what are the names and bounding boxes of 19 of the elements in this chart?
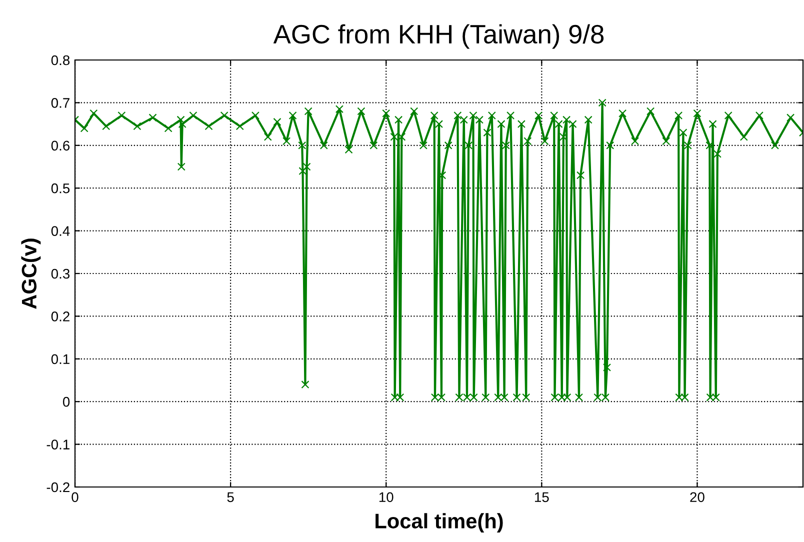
chart-title: AGC from KHH (Taiwan) 9/8 [273, 24, 604, 49]
y-tick-label: 0.3 [51, 268, 70, 279]
y-tick-label: -0.1 [46, 440, 70, 450]
x-tick-label: 0 [72, 492, 78, 502]
y-tick-label: 0.8 [51, 55, 70, 66]
y-tick-label: 0.7 [51, 98, 70, 108]
y-tick-label: 0 [62, 396, 70, 407]
y-tick-label: 0.6 [51, 140, 70, 151]
y-tick-label: 0.5 [51, 183, 70, 194]
y-tick-label: 0.4 [51, 226, 70, 236]
x-tick-label: 10 [379, 492, 394, 502]
y-tick-label: 0.1 [51, 354, 70, 364]
x-tick-label: 20 [690, 492, 704, 502]
x-tick-label: 5 [227, 492, 234, 502]
x-axis-title: Local time(h) [376, 513, 503, 533]
x-tick-label: 15 [535, 492, 549, 502]
y-tick-label: -0.2 [46, 482, 70, 492]
y-axis-title: AGC(v) [21, 238, 41, 309]
y-tick-label: 0.2 [51, 312, 70, 322]
